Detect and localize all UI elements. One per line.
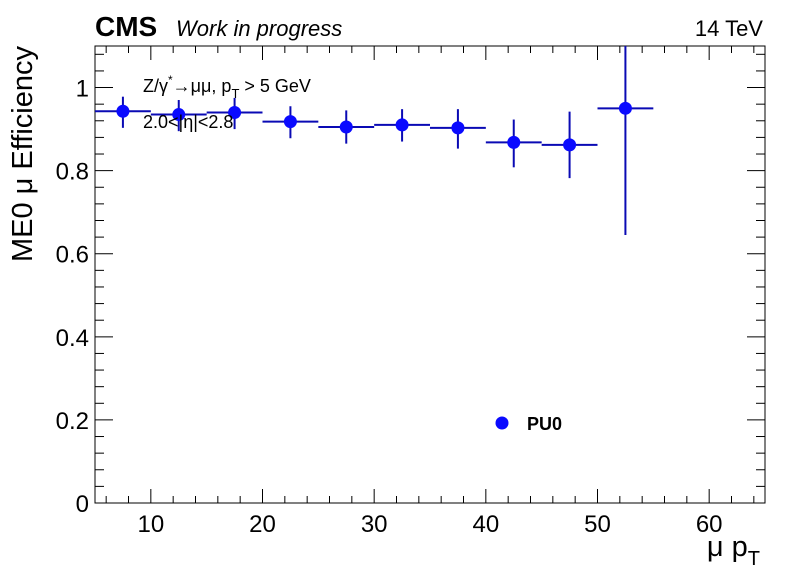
data-point [172,108,186,122]
data-point [563,138,577,152]
x-tick-label: 10 [137,511,164,538]
y-tick-label: 0.2 [56,408,89,435]
process-star: * [168,73,173,87]
data-point [451,121,465,135]
y-tick-label: 0 [76,491,89,518]
x-tick-labels: 10 20 30 40 50 60 [137,511,722,538]
x-tick-label: 40 [472,511,499,538]
eta-range-annotation: 2.0<|η|<2.8 [143,112,233,132]
plot-frame [94,45,766,504]
energy-label: 14 TeV [695,16,763,41]
data-point [618,101,632,115]
x-tick-label: 20 [249,511,276,538]
data-point [339,120,353,134]
process-cut: > 5 GeV [239,76,311,96]
process-prefix: Z/γ [143,76,168,96]
process-arrow: →μμ, p [173,76,232,96]
legend-label: PU0 [527,414,562,434]
process-subscript: T [231,86,239,101]
x-tick-label: 60 [696,511,723,538]
x-tick-label: 50 [584,511,611,538]
y-tick-label: 1 [76,76,89,103]
y-tick-labels: 0 0.2 0.4 0.6 0.8 1 [56,76,89,518]
axis-ticks [95,46,765,504]
data-point [283,115,297,129]
y-tick-label: 0.4 [56,325,89,352]
legend-marker [495,416,509,430]
process-annotation: Z/γ*→μμ, pT > 5 GeV [143,73,311,101]
status-label: Work in progress [176,16,342,41]
y-axis-title: ME0 μ Efficiency [7,46,39,263]
data-point [228,105,242,119]
x-axis-title: μ pT [707,531,760,570]
x-axis-title-sub: T [748,548,760,570]
data-point [507,135,521,149]
experiment-label: CMS [95,11,157,42]
x-axis-title-main: μ p [707,531,748,563]
x-tick-label: 30 [361,511,388,538]
data-point [395,118,409,132]
data-point [116,104,130,118]
y-tick-label: 0.8 [56,159,89,186]
y-tick-label: 0.6 [56,242,89,269]
data-points [116,101,632,152]
